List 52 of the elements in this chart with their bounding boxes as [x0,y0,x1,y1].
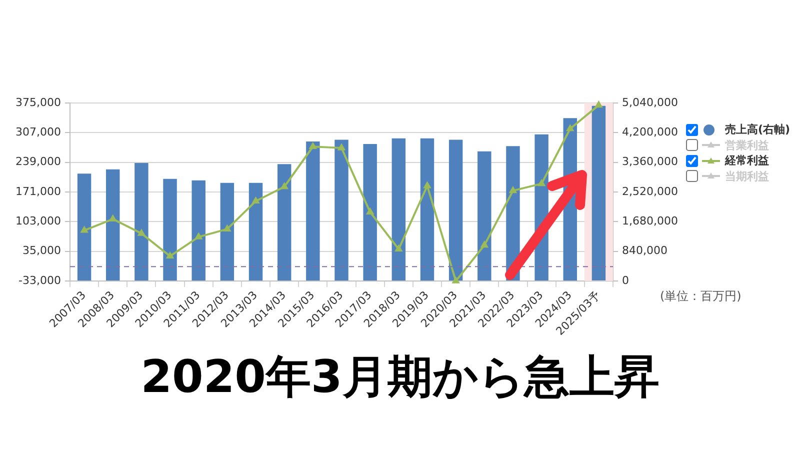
y-tick-label: 239,000 [16,155,61,168]
y-tick-label: 103,000 [16,214,61,228]
bar [420,138,434,280]
text: (単位：百万円) [660,288,742,305]
y-tick-label: 171,000 [16,184,61,198]
bar [363,144,377,280]
bar [334,140,348,280]
y2-tick-label: 0 [622,274,629,287]
y2-tick-label: 3,360,000 [622,155,678,168]
point [338,144,345,150]
legend-label: 経常利益 [725,153,769,168]
point [538,180,545,186]
y2-tick-label: 1,680,000 [622,214,678,228]
y-tick-label: 35,000 [22,244,61,258]
y2-tick-label: 5,040,000 [622,96,678,109]
bar [248,182,263,280]
point [452,277,460,284]
bar [77,174,92,280]
point [138,230,145,236]
y-tick-label: 375,000 [16,96,61,109]
text: 2020年3月期から急上昇 [140,349,660,405]
legend-label: 売上高(右軸) [725,122,790,138]
y2-tick-label: 840,000 [622,244,668,258]
point [280,182,288,190]
bar [134,163,148,280]
point [424,182,431,188]
bar [192,180,206,280]
point [252,197,260,204]
y2-tick-label: 2,520,000 [622,184,678,198]
point [595,101,602,108]
point [309,142,316,150]
point [566,124,574,132]
bar [306,141,320,280]
point [395,245,402,252]
point [366,208,374,214]
bar [220,182,234,280]
bar [478,151,492,280]
point [224,225,231,232]
point [80,226,88,233]
point [166,252,174,259]
y-tick-label: -33,000 [18,274,61,287]
bar [392,138,406,280]
bar [277,164,292,280]
point [510,186,516,194]
y2-tick-label: 4,200,000 [622,126,678,139]
point [195,233,202,240]
y-tick-label: 307,000 [16,126,61,139]
point [109,215,116,222]
point [480,241,488,248]
bar [163,178,177,280]
bar [448,140,463,280]
bar [106,169,120,280]
